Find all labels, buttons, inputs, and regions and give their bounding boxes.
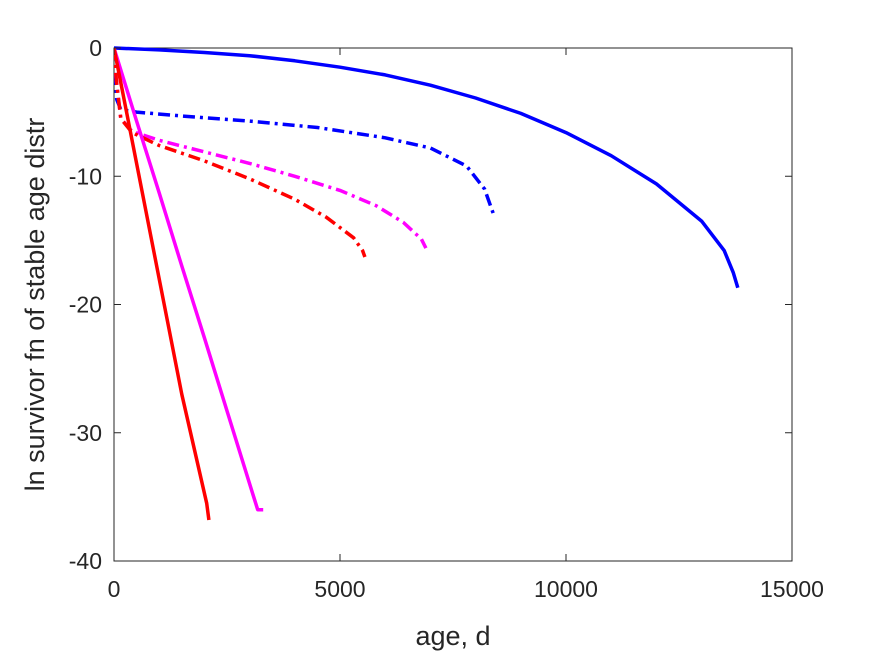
y-tick-label: -20 [69, 292, 102, 318]
y-tick-label: -30 [69, 420, 102, 446]
x-tick-label: 15000 [760, 576, 824, 602]
y-tick-label: -10 [69, 163, 102, 189]
x-tick-label: 0 [108, 576, 121, 602]
y-tick-label: -40 [69, 548, 102, 574]
series-line-1 [114, 46, 740, 289]
ticks-layer: 0 5000 10000 15000 0 -10 -20 -30 -40 [69, 35, 824, 602]
x-tick-label: 5000 [314, 576, 365, 602]
series-line-3 [114, 47, 428, 249]
x-tick-label: 10000 [534, 576, 598, 602]
series-line-6 [114, 47, 211, 521]
y-tick-label: 0 [89, 35, 102, 61]
series-layer [114, 46, 740, 521]
y-axis-label: ln survivor fn of stable age distr [20, 118, 50, 492]
x-axis-label: age, d [415, 621, 490, 651]
plot-area-frame [113, 47, 793, 562]
series-line-5 [114, 47, 264, 512]
